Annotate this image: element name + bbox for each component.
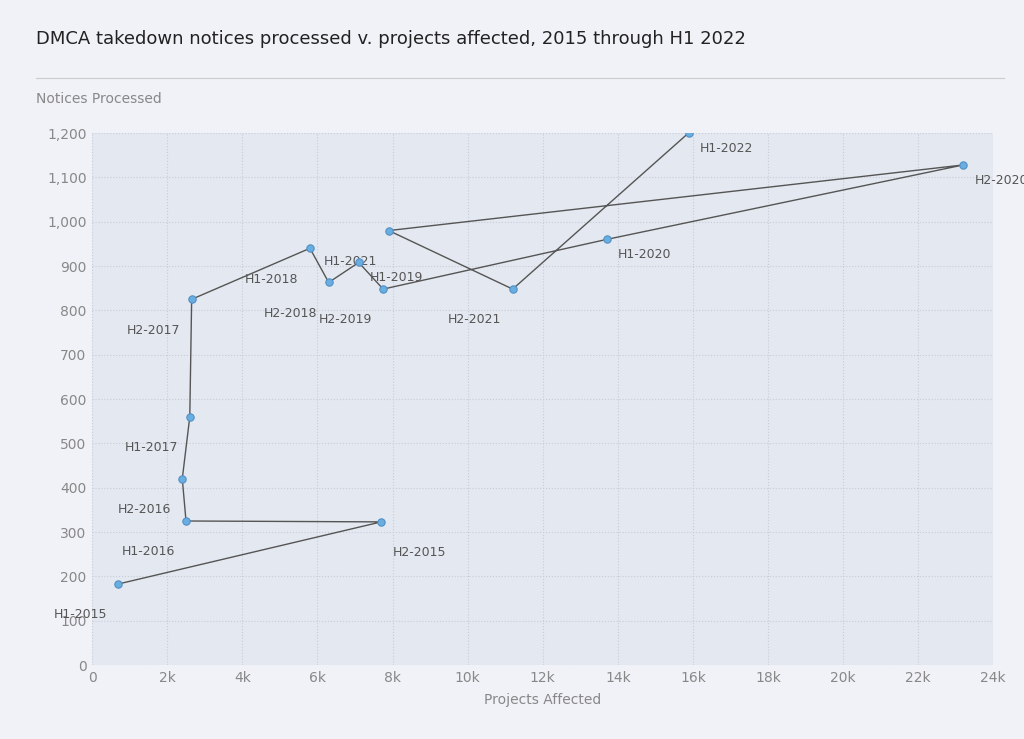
Point xyxy=(505,283,521,295)
Point xyxy=(955,159,972,171)
Point xyxy=(350,256,367,268)
Text: H2-2018: H2-2018 xyxy=(264,307,317,320)
Text: H2-2020: H2-2020 xyxy=(975,174,1024,187)
Text: DMCA takedown notices processed v. projects affected, 2015 through H1 2022: DMCA takedown notices processed v. proje… xyxy=(36,30,745,47)
Point xyxy=(321,276,337,288)
Text: H2-2017: H2-2017 xyxy=(127,324,180,337)
Point xyxy=(381,225,397,236)
Text: H2-2021: H2-2021 xyxy=(449,313,502,327)
Text: H2-2016: H2-2016 xyxy=(118,503,171,517)
Point xyxy=(181,411,198,423)
Text: H1-2017: H1-2017 xyxy=(125,441,178,454)
Text: H1-2019: H1-2019 xyxy=(370,271,423,285)
Point xyxy=(373,516,389,528)
Point xyxy=(598,234,614,245)
Text: H2-2019: H2-2019 xyxy=(318,313,372,327)
X-axis label: Projects Affected: Projects Affected xyxy=(484,693,601,707)
Point xyxy=(375,283,391,295)
Point xyxy=(174,473,190,485)
Text: H2-2015: H2-2015 xyxy=(392,546,446,559)
Point xyxy=(178,515,195,527)
Text: H1-2018: H1-2018 xyxy=(245,273,299,286)
Text: H1-2021: H1-2021 xyxy=(325,255,378,268)
Text: H1-2020: H1-2020 xyxy=(617,248,672,262)
Text: H1-2015: H1-2015 xyxy=(53,608,108,621)
Point xyxy=(680,127,696,139)
Text: H1-2022: H1-2022 xyxy=(699,142,754,155)
Point xyxy=(183,293,200,305)
Text: Notices Processed: Notices Processed xyxy=(36,92,162,106)
Point xyxy=(302,242,318,254)
Point xyxy=(111,578,127,590)
Text: H1-2016: H1-2016 xyxy=(122,545,175,559)
